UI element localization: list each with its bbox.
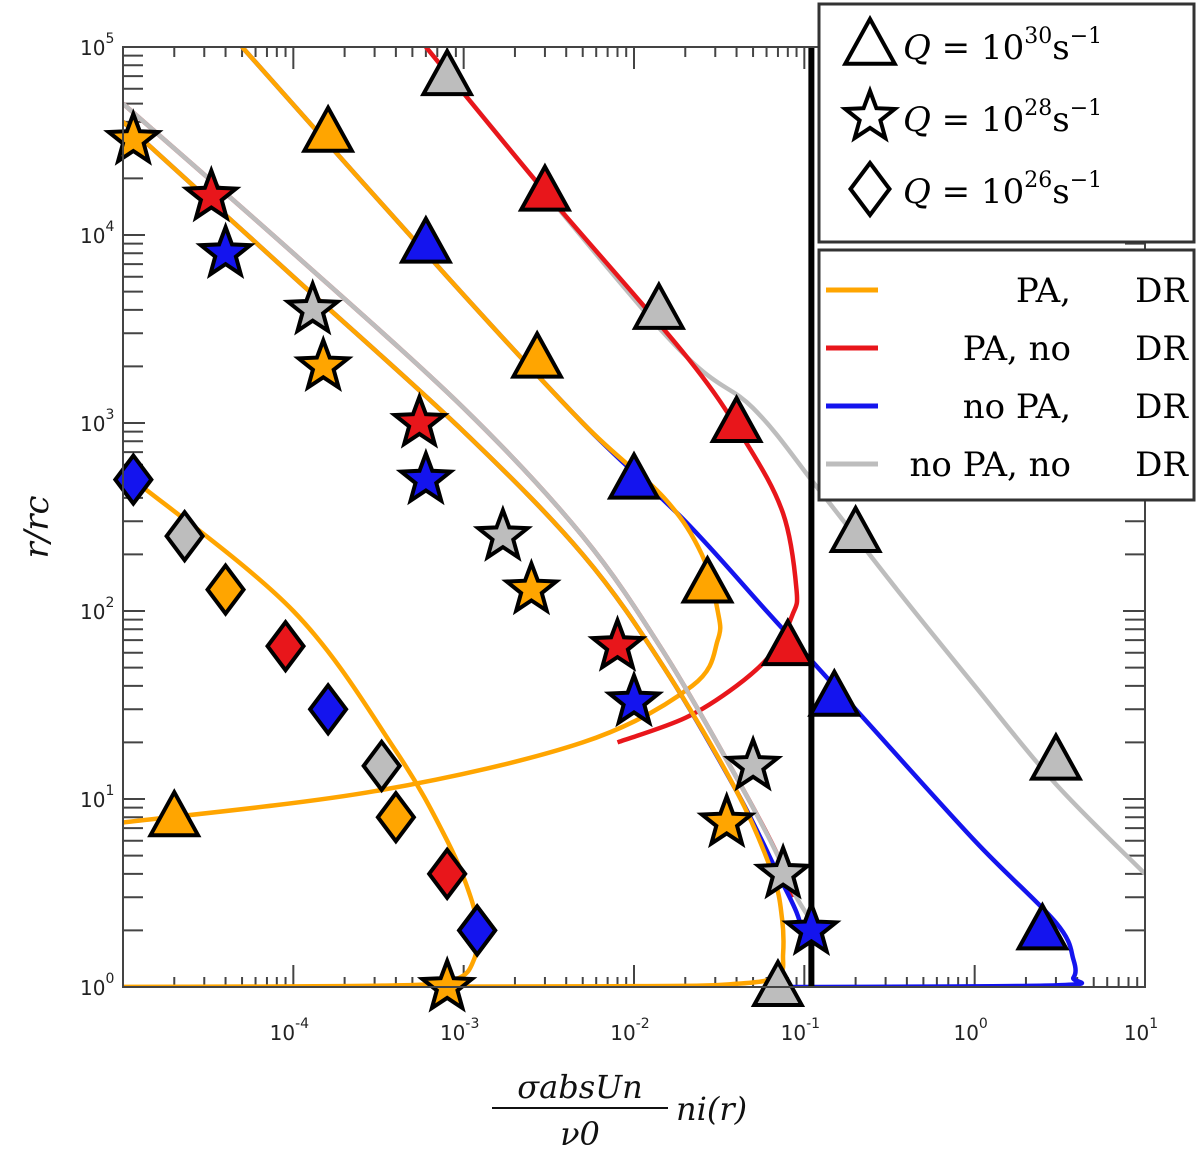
star-marker [103, 108, 164, 166]
series-line [123, 120, 786, 987]
legend-line-label: PA, no [963, 329, 1071, 369]
legend-triangle-symbol [841, 14, 899, 66]
triangle-marker [760, 617, 815, 667]
star-marker [416, 955, 478, 1013]
minor-ticks [122, 47, 1145, 988]
y-tick-label: 103 [80, 407, 114, 436]
legend-marker-label: Q = 1028s−1 [903, 96, 1102, 140]
diamond-marker [205, 562, 247, 617]
star-marker [389, 391, 450, 449]
star-marker [696, 790, 757, 849]
triangle-marker [631, 280, 687, 330]
star-marker [195, 221, 256, 279]
diamond-marker [375, 789, 417, 845]
marker-legend: Q = 1030s−1 Q = 1028s−1 Q = 1026s−1 [817, 2, 1196, 244]
y-tick-label-exponent: 3 [105, 407, 114, 423]
x-tick-label-exponent: -2 [636, 1016, 650, 1032]
diamond-marker [456, 903, 498, 958]
legend-marker-label: Q = 1030s−1 [903, 24, 1102, 68]
star-marker [472, 504, 534, 562]
diamond-marker [426, 846, 468, 902]
triangle-marker [680, 554, 735, 604]
diamond-marker [307, 681, 349, 737]
star-marker [293, 334, 354, 393]
triangle-marker [709, 393, 764, 443]
y-tick-label-exponent: 0 [105, 971, 114, 987]
series-line [424, 47, 800, 745]
diamond-marker [112, 452, 154, 507]
diamond-marker [265, 618, 307, 674]
legend-line-label: PA, [1016, 271, 1071, 311]
legend-line-label-suffix: DR [1135, 329, 1189, 369]
star-marker [752, 842, 814, 900]
plot-area-frame [122, 46, 1146, 988]
triangle-marker [1015, 901, 1070, 951]
diamond-marker [361, 738, 403, 794]
star-marker [501, 557, 562, 616]
star-marker [587, 614, 648, 672]
y-tick-label-exponent: 4 [105, 219, 114, 235]
legend-line-label-suffix: DR [1135, 387, 1189, 427]
triangle-marker [420, 46, 475, 97]
legend-line-label-suffix: DR [1135, 445, 1189, 485]
legend-line-label: no PA, [963, 387, 1071, 427]
star-marker [395, 447, 457, 506]
star-marker [181, 164, 242, 223]
triangle-marker [398, 214, 454, 264]
y-tick-label-exponent: 2 [105, 595, 114, 611]
line-legend: PA, DR PA, no DR no PA, DR no PA, no DR [817, 248, 1196, 502]
triangle-marker [807, 667, 862, 717]
star-marker [722, 734, 784, 792]
triangle-marker [1028, 731, 1084, 781]
star-marker [603, 669, 665, 728]
x-tick-label-exponent: 0 [979, 1016, 988, 1032]
x-axis-label-denominator: ν0 [560, 1115, 600, 1153]
series-line [123, 47, 723, 825]
x-axis-label-numerator: σabsUn [517, 1068, 642, 1106]
triangle-marker [828, 503, 883, 553]
legend-diamond-symbol [848, 159, 892, 219]
y-axis-label: r/rc [17, 495, 57, 558]
legend-marker-label: Q = 1026s−1 [903, 168, 1102, 212]
x-tick-label-exponent: 1 [1149, 1016, 1158, 1032]
y-tick-label-exponent: 1 [105, 783, 114, 799]
triangle-marker [510, 329, 565, 379]
x-tick-label-exponent: -4 [295, 1016, 309, 1032]
y-tick-label-exponent: 5 [105, 31, 114, 47]
line-legend-box [817, 248, 1196, 502]
triangle-marker [147, 788, 202, 838]
star-marker [282, 278, 343, 336]
series-line [123, 477, 480, 987]
x-axis-label-tail: ni(r) [676, 1090, 747, 1128]
diamond-marker [164, 508, 206, 564]
triangle-marker [300, 103, 356, 153]
y-tick-label: 100 [80, 971, 114, 1000]
triangle-marker [606, 450, 662, 500]
legend-line-label-suffix: DR [1135, 271, 1189, 311]
x-tick-label-exponent: -3 [465, 1016, 479, 1032]
star-marker [781, 898, 842, 957]
triangle-marker [517, 162, 573, 212]
x-axis-label: σabsUn ν0 ni(r) [492, 1068, 747, 1153]
triangle-marker [750, 957, 806, 1007]
series-markers [103, 46, 1084, 1013]
legend-star-symbol [839, 85, 901, 143]
legend-line-label: no PA, no [910, 445, 1071, 485]
x-tick-label-exponent: -1 [806, 1016, 820, 1032]
